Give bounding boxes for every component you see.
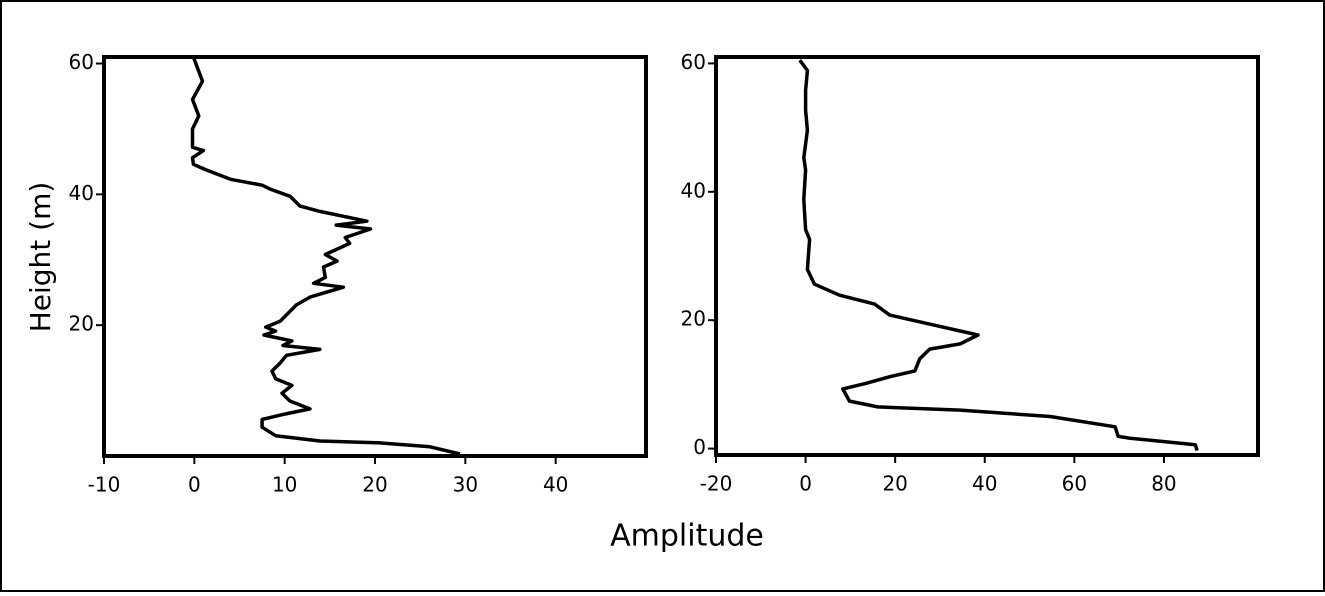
x-axis-label: Amplitude — [610, 519, 764, 554]
x-tick-label: -10 — [88, 473, 121, 497]
y-tick-label: 60 — [681, 50, 706, 74]
x-tick-label: 20 — [882, 472, 907, 496]
x-tick-label: 20 — [362, 473, 387, 497]
y-tick-label: 20 — [681, 307, 706, 331]
y-tick-label: 0 — [693, 435, 706, 459]
x-tick-label: 30 — [453, 473, 478, 497]
x-tick-label: 10 — [272, 473, 297, 497]
x-tick-label: -20 — [700, 472, 733, 496]
x-tick-label: 40 — [543, 473, 568, 497]
plot-frame — [714, 55, 1260, 457]
profile-line — [190, 56, 461, 456]
profile-line — [798, 59, 1199, 452]
y-axis-label: Height (m) — [24, 182, 57, 333]
x-tick-label: 40 — [972, 472, 997, 496]
x-tick-label: 60 — [1062, 472, 1087, 496]
y-tick-label: 20 — [69, 312, 94, 336]
y-tick-label: 40 — [69, 181, 94, 205]
y-tick-label: 40 — [681, 178, 706, 202]
x-tick-label: 0 — [188, 473, 201, 497]
y-tick-label: 60 — [69, 50, 94, 74]
x-tick-label: 80 — [1151, 472, 1176, 496]
plot-frame — [102, 55, 648, 458]
x-tick-label: 0 — [799, 472, 812, 496]
